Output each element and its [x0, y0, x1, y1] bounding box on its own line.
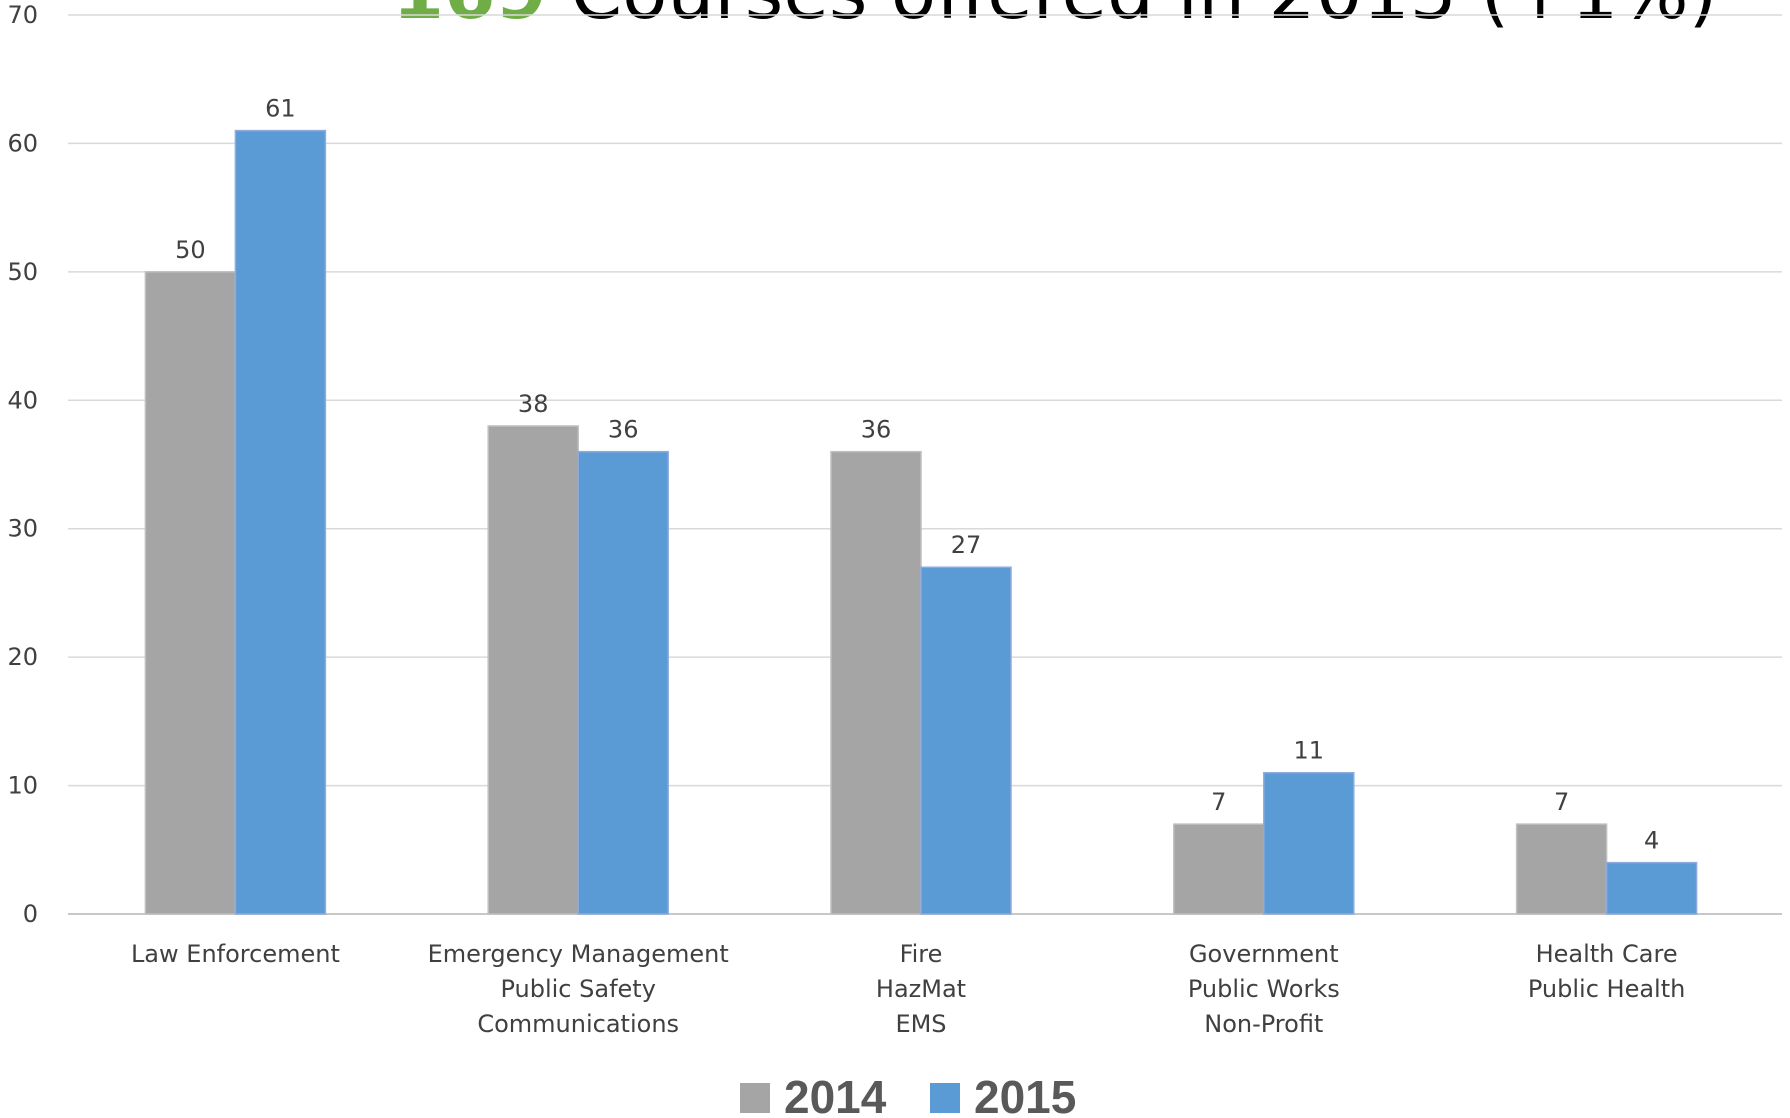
category-label: Government Public Works Non-Profit — [1188, 940, 1340, 1038]
chart-title: 169 Courses offered in 2015 (+1%) — [393, 0, 1718, 36]
bar-2015 — [920, 566, 1012, 915]
data-label-2015: 36 — [608, 416, 639, 444]
data-label-2015: 27 — [951, 531, 982, 559]
y-tick-label: 70 — [7, 1, 38, 29]
category-label: Fire HazMat EMS — [876, 940, 966, 1038]
data-labels: 50 61 38 36 36 27 7 11 7 4 — [175, 95, 1659, 855]
bar-2015 — [234, 129, 327, 915]
y-tick-label: 30 — [7, 515, 38, 543]
category-label: Emergency Management Public Safety Communi… — [428, 940, 729, 1038]
y-axis-ticks: 0 10 20 30 40 50 60 70 — [7, 1, 38, 928]
data-label-2014: 50 — [175, 236, 206, 264]
gridlines — [68, 14, 1782, 915]
data-label-2015: 61 — [265, 95, 296, 123]
y-tick-label: 0 — [23, 900, 38, 928]
data-label-2014: 7 — [1211, 788, 1226, 816]
y-tick-label: 50 — [7, 258, 38, 286]
category-label: Health Care Public Health — [1528, 940, 1685, 1003]
y-tick-label: 40 — [7, 386, 38, 414]
y-tick-label: 60 — [7, 129, 38, 157]
x-axis-categories: Law Enforcement Emergency Management Publi… — [131, 940, 1685, 1038]
legend: 2014 2015 — [740, 1071, 1076, 1118]
bar-2014 — [1173, 823, 1265, 915]
bar-2015 — [577, 450, 669, 915]
data-label-2015: 11 — [1294, 737, 1325, 765]
bar-2014 — [830, 450, 922, 915]
data-label-2014: 38 — [518, 390, 549, 418]
legend-label-2014: 2014 — [784, 1071, 887, 1118]
bar-2015 — [1263, 771, 1355, 915]
bar-2015 — [1605, 861, 1698, 915]
bar-2014 — [487, 425, 579, 915]
y-tick-label: 10 — [7, 772, 38, 800]
y-tick-label: 20 — [7, 643, 38, 671]
legend-label-2015: 2015 — [974, 1071, 1076, 1118]
data-label-2015: 4 — [1644, 827, 1659, 855]
data-label-2014: 7 — [1554, 788, 1569, 816]
legend-swatch-2014 — [740, 1083, 770, 1113]
chart-title-text: 169 Courses offered in 2015 (+1%) — [393, 0, 1718, 36]
bars — [144, 129, 1698, 915]
data-label-2014: 36 — [861, 416, 892, 444]
category-label: Law Enforcement — [131, 940, 340, 968]
bar-2014 — [144, 271, 237, 915]
bar-2014 — [1515, 823, 1608, 915]
legend-swatch-2015 — [930, 1083, 960, 1113]
